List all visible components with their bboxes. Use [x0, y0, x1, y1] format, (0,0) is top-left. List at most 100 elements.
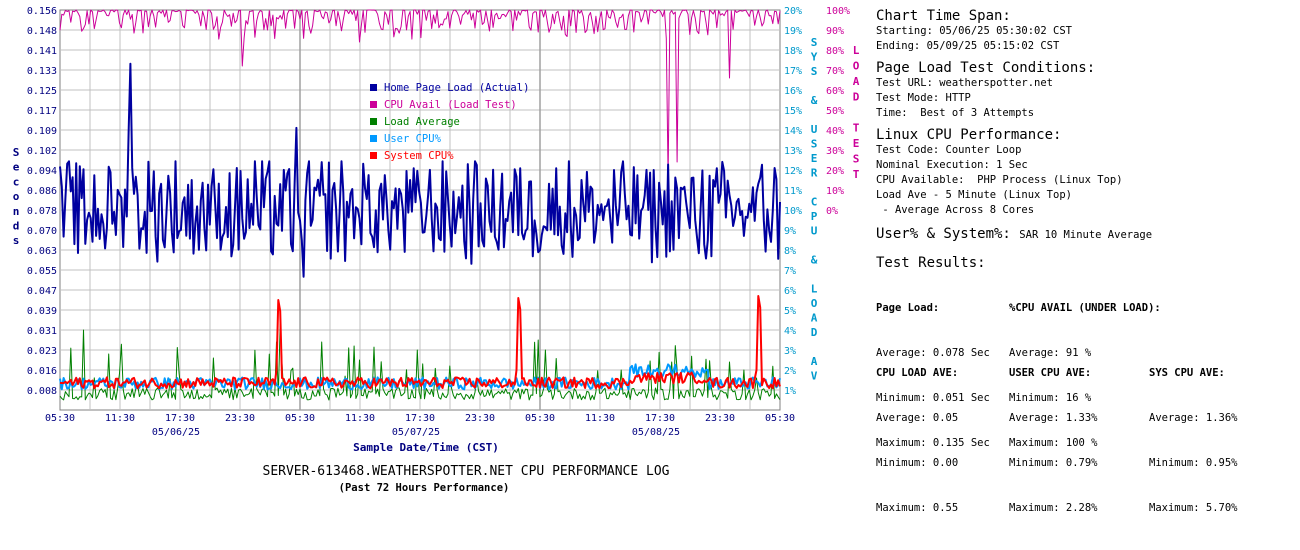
results-title: Test Results: [876, 255, 986, 271]
legend-label: CPU Avail (Load Test) [384, 99, 517, 111]
left-tick-label: 0.156 [27, 6, 57, 17]
right-test-tick-label: 30% [826, 146, 844, 157]
left-tick-label: 0.016 [27, 366, 57, 377]
user-sys-title: User% & System%: [876, 226, 1011, 242]
conditions-title: Page Load Test Conditions: [876, 60, 1096, 76]
left-tick-label: 0.141 [27, 46, 57, 57]
right-test-tick-label: 90% [826, 26, 844, 37]
user-cpu-stats: USER CPU AVE: Average: 1.33% Minimum: 0.… [1009, 336, 1098, 546]
axis-title-char: & [811, 94, 818, 107]
axis-title-char: O [853, 60, 860, 73]
axis-title-char: E [811, 152, 818, 165]
axis-title-char: V [811, 370, 818, 383]
left-tick-label: 0.070 [27, 226, 57, 237]
right-cpu-tick-label: 16% [784, 86, 802, 97]
right-test-tick-label: 0% [826, 206, 838, 217]
right-cpu-tick-label: 5% [784, 306, 796, 317]
linux-title: Linux CPU Performance: [876, 127, 1062, 143]
left-tick-label: 0.125 [27, 86, 57, 97]
axis-title-char: L [853, 44, 860, 57]
legend-label: User CPU% [384, 133, 442, 145]
left-tick-label: 0.148 [27, 26, 57, 37]
cpu-load-min: Minimum: 0.00 [876, 457, 959, 469]
axis-title-char: C [811, 196, 818, 209]
axis-title-char: P [811, 210, 818, 223]
x-tick-label: 23:30 [225, 413, 255, 424]
left-tick-label: 0.008 [27, 386, 57, 397]
sys-cpu-head: SYS CPU AVE: [1149, 367, 1225, 379]
right-cpu-tick-label: 3% [784, 346, 796, 357]
results-top: Page Load: Average: 0.078 Sec Minimum: 0… [876, 271, 1296, 449]
test-url: Test URL: weatherspotter.net [876, 77, 1054, 89]
axis-title-char: S [811, 65, 818, 78]
right-test-tick-label: 40% [826, 126, 844, 137]
right-cpu-tick-label: 11% [784, 186, 802, 197]
left-tick-label: 0.031 [27, 326, 57, 337]
test-time: Time: Best of 3 Attempts [876, 107, 1035, 119]
chart-series [59, 9, 781, 401]
axis-title-char: c [13, 175, 20, 188]
left-tick-label: 0.102 [27, 146, 57, 157]
axis-title-char: o [13, 190, 20, 203]
x-tick-label: 23:30 [705, 413, 735, 424]
cpu-avail-min: Minimum: 16 % [1009, 392, 1092, 404]
x-date-label: 05/08/25 [632, 427, 680, 438]
cpu-avail-stats: %CPU AVAIL (UNDER LOAD): Average: 91 % M… [1009, 271, 1161, 481]
axis-title-char: T [853, 122, 860, 135]
right-cpu-tick-label: 10% [784, 206, 802, 217]
right-test-tick-label: 70% [826, 66, 844, 77]
series-cpu-avail [59, 9, 781, 179]
legend-swatch [370, 118, 377, 125]
right-cpu-tick-label: 12% [784, 166, 802, 177]
left-tick-label: 0.063 [27, 246, 57, 257]
span-end: Ending: 05/09/25 05:15:02 CST [876, 40, 1060, 52]
right-test-tick-label: 20% [826, 166, 844, 177]
results-bottom: CPU LOAD AVE: Average: 0.05 Minimum: 0.0… [876, 336, 1296, 514]
sys-cpu-max: Maximum: 5.70% [1149, 502, 1238, 514]
cpu-performance-chart: 0.156 0.148 0.141 0.133 0.125 0.117 0.109 0.102… [13, 6, 860, 494]
left-tick-label: 0.117 [27, 106, 57, 117]
legend-label: Load Average [384, 116, 460, 128]
right-test-tick-label: 50% [826, 106, 844, 117]
sys-cpu-avg: Average: 1.36% [1149, 412, 1238, 424]
axis-title-char: U [811, 123, 818, 136]
user-cpu-avg: Average: 1.33% [1009, 412, 1098, 424]
left-tick-label: 0.023 [27, 346, 57, 357]
legend-swatch [370, 101, 377, 108]
x-tick-label: 11:30 [105, 413, 135, 424]
axis-title-char: & [811, 254, 818, 267]
user-cpu-max: Maximum: 2.28% [1009, 502, 1098, 514]
right-cpu-tick-label: 8% [784, 246, 796, 257]
test-mode: Test Mode: HTTP [876, 92, 971, 104]
x-tick-label: 05:30 [765, 413, 795, 424]
axis-title-char: S [811, 138, 818, 151]
axis-title-char: Y [811, 51, 818, 64]
axis-title-char: A [811, 355, 818, 368]
axis-title-char: d [13, 220, 20, 233]
x-tick-label: 11:30 [345, 413, 375, 424]
right-cpu-tick-label: 18% [784, 46, 802, 57]
user-sys-value: SAR 10 Minute Average [1019, 229, 1153, 241]
page-load-avg: Average: 0.078 Sec [876, 347, 990, 359]
legend-swatch [370, 84, 377, 91]
chart-title: SERVER-613468.WEATHERSPOTTER.NET CPU PER… [263, 464, 670, 479]
sys-cpu-stats: SYS CPU AVE: Average: 1.36% Minimum: 0.9… [1149, 336, 1238, 546]
x-date-label: 05/06/25 [152, 427, 200, 438]
linux-nominal-exec: Nominal Execution: 1 Sec [876, 159, 1028, 171]
sys-cpu-min: Minimum: 0.95% [1149, 457, 1238, 469]
left-tick-label: 0.039 [27, 306, 57, 317]
page-load-max: Maximum: 0.135 Sec [876, 437, 990, 449]
x-tick-label: 17:30 [405, 413, 435, 424]
user-cpu-head: USER CPU AVE: [1009, 367, 1092, 379]
cpu-load-max: Maximum: 0.55 [876, 502, 959, 514]
x-tick-label: 05:30 [285, 413, 315, 424]
right-test-tick-label: 10% [826, 186, 844, 197]
axis-title-char: A [811, 312, 818, 325]
page-load-min: Minimum: 0.051 Sec [876, 392, 990, 404]
chart-legend: Home Page Load (Actual) CPU Avail (Load T… [370, 82, 529, 162]
left-tick-label: 0.133 [27, 66, 57, 77]
page-load-head: Page Load: [876, 302, 940, 314]
